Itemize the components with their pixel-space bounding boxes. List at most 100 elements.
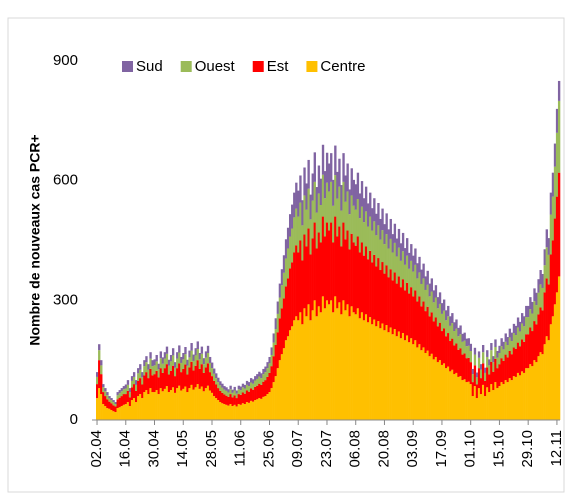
- bar-segment: [260, 398, 263, 420]
- bar-segment: [414, 340, 417, 420]
- bar-segment: [533, 288, 536, 302]
- bar-segment: [457, 349, 460, 377]
- bar-segment: [442, 328, 446, 364]
- bar-segment: [194, 387, 197, 420]
- bar-segment: [186, 359, 189, 366]
- bar-segment: [436, 326, 440, 363]
- bar-segment: [169, 390, 173, 420]
- bar-segment: [194, 348, 197, 356]
- bar-segment: [410, 244, 413, 261]
- bar-segment: [120, 396, 123, 407]
- bar-segment: [182, 368, 185, 389]
- bar-segment: [356, 199, 360, 237]
- bar-segment: [110, 400, 113, 404]
- bar-segment: [231, 406, 234, 420]
- bar-segment: [260, 384, 263, 399]
- bar-segment: [508, 378, 512, 420]
- bar-segment: [393, 272, 397, 330]
- bar-segment: [108, 396, 111, 399]
- bar-segment: [492, 362, 495, 372]
- bar-segment: [514, 335, 518, 349]
- bar-segment: [297, 252, 300, 321]
- bar-segment: [252, 389, 255, 402]
- bar-segment: [410, 287, 413, 339]
- bar-segment: [375, 213, 378, 236]
- bar-segment: [416, 263, 419, 279]
- bar-segment: [547, 254, 551, 285]
- bar-segment: [403, 264, 407, 291]
- bar-segment: [523, 316, 526, 327]
- bar-segment: [403, 340, 407, 420]
- bar-segment: [174, 392, 177, 420]
- bar-segment: [325, 152, 329, 183]
- bar-segment: [387, 229, 390, 249]
- bar-segment: [180, 390, 183, 420]
- bar-segment: [293, 320, 296, 420]
- bar-segment: [102, 387, 105, 393]
- bar-segment: [286, 278, 290, 337]
- bar-segment: [438, 292, 442, 304]
- bar-segment: [426, 350, 429, 420]
- bar-segment: [498, 364, 501, 387]
- bar-segment: [143, 366, 146, 376]
- bar-segment: [428, 316, 431, 357]
- bar-segment: [128, 397, 132, 407]
- y-tick-label: 0: [70, 411, 78, 428]
- bar-segment: [354, 184, 358, 210]
- bar-segment: [223, 404, 226, 420]
- bar-segment: [488, 365, 491, 375]
- bar-segment: [506, 382, 509, 420]
- bar-segment: [385, 325, 388, 420]
- bar-segment: [301, 324, 304, 420]
- bar-segment: [325, 182, 329, 223]
- bar-segment: [130, 376, 134, 381]
- bar-segment: [139, 378, 142, 395]
- bar-segment: [171, 387, 175, 420]
- legend-label: Est: [267, 58, 290, 75]
- bar-segment: [323, 171, 327, 199]
- bar-segment: [149, 388, 152, 420]
- bar-segment: [227, 396, 230, 406]
- bar-segment: [323, 308, 327, 420]
- bar-segment: [258, 376, 261, 384]
- bar-segment: [204, 388, 208, 420]
- bar-segment: [124, 384, 128, 389]
- bar-segment: [508, 350, 512, 379]
- bar-segment: [280, 308, 284, 355]
- bar-segment: [348, 214, 351, 250]
- bar-segment: [350, 195, 353, 234]
- bar-segment: [541, 274, 544, 288]
- bar-segment: [100, 374, 103, 395]
- bar-segment: [178, 345, 181, 353]
- bar-segment: [395, 238, 399, 257]
- bar-segment: [330, 222, 333, 301]
- bar-segment: [200, 353, 204, 365]
- bar-segment: [155, 354, 158, 362]
- bar-segment: [469, 384, 473, 420]
- bar-segment: [278, 318, 282, 361]
- bar-segment: [284, 258, 288, 287]
- bar-segment: [387, 277, 390, 333]
- bar-segment: [422, 278, 425, 302]
- bar-segment: [533, 360, 536, 420]
- bar-segment: [557, 100, 561, 173]
- bar-segment: [436, 308, 440, 327]
- bar-segment: [151, 366, 154, 376]
- bar-segment: [268, 392, 271, 420]
- bar-segment: [313, 181, 316, 223]
- bar-segment: [159, 388, 162, 420]
- bar-segment: [354, 209, 358, 246]
- bar-segment: [428, 356, 431, 420]
- bar-segment: [321, 296, 325, 420]
- bar-segment: [180, 372, 183, 391]
- bar-segment: [161, 391, 165, 420]
- bar-segment: [338, 226, 341, 303]
- bar-segment: [274, 318, 277, 330]
- bar-segment: [106, 392, 109, 396]
- bar-segment: [356, 308, 360, 420]
- legend-swatch: [180, 61, 192, 72]
- bar-segment: [473, 386, 477, 420]
- bar-segment: [210, 376, 214, 393]
- bar-segment: [399, 287, 403, 339]
